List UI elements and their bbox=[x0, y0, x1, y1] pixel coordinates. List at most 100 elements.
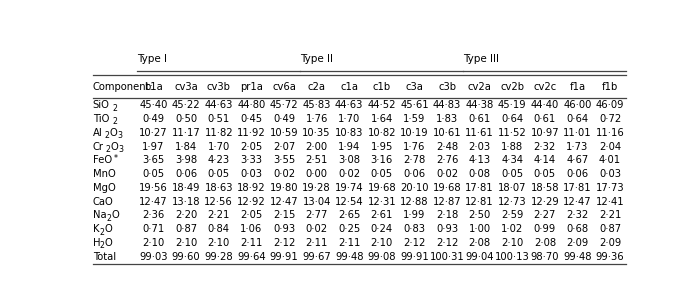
Text: 12·81: 12·81 bbox=[466, 197, 494, 207]
Text: 0·06: 0·06 bbox=[566, 169, 589, 179]
Text: cv3b: cv3b bbox=[207, 82, 231, 92]
Text: 2: 2 bbox=[105, 131, 110, 140]
Text: O: O bbox=[104, 238, 112, 248]
Text: Type III: Type III bbox=[463, 54, 499, 63]
Text: TiO: TiO bbox=[93, 114, 109, 124]
Text: *: * bbox=[113, 154, 117, 163]
Text: 1·88: 1·88 bbox=[501, 141, 524, 152]
Text: 4·01: 4·01 bbox=[599, 155, 621, 165]
Text: 44·80: 44·80 bbox=[237, 100, 266, 110]
Text: 100·31: 100·31 bbox=[430, 252, 464, 262]
Text: 18·58: 18·58 bbox=[531, 183, 559, 193]
Text: 11·82: 11·82 bbox=[204, 128, 233, 138]
Text: 3·98: 3·98 bbox=[175, 155, 197, 165]
Text: 2·10: 2·10 bbox=[501, 238, 524, 248]
Text: 44·63: 44·63 bbox=[205, 100, 233, 110]
Text: 1·64: 1·64 bbox=[370, 114, 393, 124]
Text: 20·10: 20·10 bbox=[400, 183, 428, 193]
Text: 2·27: 2·27 bbox=[533, 210, 556, 221]
Text: 2·03: 2·03 bbox=[468, 141, 491, 152]
Text: 2·12: 2·12 bbox=[273, 238, 295, 248]
Text: 19·80: 19·80 bbox=[270, 183, 298, 193]
Text: 0·50: 0·50 bbox=[175, 114, 197, 124]
Text: 19·68: 19·68 bbox=[368, 183, 396, 193]
Text: 1·94: 1·94 bbox=[338, 141, 360, 152]
Text: 1·95: 1·95 bbox=[370, 141, 393, 152]
Text: 12·31: 12·31 bbox=[368, 197, 396, 207]
Text: 0·87: 0·87 bbox=[599, 224, 621, 234]
Text: 2·10: 2·10 bbox=[175, 238, 197, 248]
Text: 0·61: 0·61 bbox=[534, 114, 556, 124]
Text: 99·91: 99·91 bbox=[400, 252, 428, 262]
Text: 12·29: 12·29 bbox=[531, 197, 559, 207]
Text: O: O bbox=[111, 210, 119, 221]
Text: 99·60: 99·60 bbox=[172, 252, 201, 262]
Text: 0·05: 0·05 bbox=[208, 169, 230, 179]
Text: 0·72: 0·72 bbox=[599, 114, 621, 124]
Text: 0·05: 0·05 bbox=[370, 169, 393, 179]
Text: 0·84: 0·84 bbox=[208, 224, 230, 234]
Text: 2·36: 2·36 bbox=[143, 210, 165, 221]
Text: b1a: b1a bbox=[144, 82, 163, 92]
Text: 1·76: 1·76 bbox=[403, 141, 426, 152]
Text: 13·18: 13·18 bbox=[172, 197, 201, 207]
Text: 12·56: 12·56 bbox=[204, 197, 233, 207]
Text: 12·87: 12·87 bbox=[433, 197, 461, 207]
Text: 13·04: 13·04 bbox=[303, 197, 331, 207]
Text: 12·47: 12·47 bbox=[563, 197, 592, 207]
Text: 3·08: 3·08 bbox=[338, 155, 360, 165]
Text: 2·21: 2·21 bbox=[599, 210, 621, 221]
Text: 2·21: 2·21 bbox=[208, 210, 230, 221]
Text: 17·81: 17·81 bbox=[466, 183, 494, 193]
Text: 10·61: 10·61 bbox=[433, 128, 461, 138]
Text: O: O bbox=[109, 128, 117, 138]
Text: 2·05: 2·05 bbox=[240, 141, 263, 152]
Text: O: O bbox=[110, 141, 118, 152]
Text: 44·52: 44·52 bbox=[368, 100, 396, 110]
Text: 2·59: 2·59 bbox=[501, 210, 524, 221]
Text: CaO: CaO bbox=[93, 197, 113, 207]
Text: 2·10: 2·10 bbox=[143, 238, 165, 248]
Text: 10·27: 10·27 bbox=[139, 128, 168, 138]
Text: 99·91: 99·91 bbox=[270, 252, 298, 262]
Text: SiO: SiO bbox=[93, 100, 110, 110]
Text: 46·09: 46·09 bbox=[596, 100, 624, 110]
Text: MnO: MnO bbox=[93, 169, 115, 179]
Text: 11·61: 11·61 bbox=[466, 128, 494, 138]
Text: Na: Na bbox=[93, 210, 106, 221]
Text: 2: 2 bbox=[106, 145, 111, 154]
Text: 2·77: 2·77 bbox=[305, 210, 328, 221]
Text: 1·97: 1·97 bbox=[143, 141, 165, 152]
Text: 1·00: 1·00 bbox=[468, 224, 491, 234]
Text: f1a: f1a bbox=[570, 82, 586, 92]
Text: FeO: FeO bbox=[93, 155, 112, 165]
Text: 2·11: 2·11 bbox=[338, 238, 361, 248]
Text: 1·73: 1·73 bbox=[566, 141, 589, 152]
Text: 18·63: 18·63 bbox=[205, 183, 233, 193]
Text: 11·16: 11·16 bbox=[596, 128, 624, 138]
Text: 0·87: 0·87 bbox=[175, 224, 197, 234]
Text: 0·25: 0·25 bbox=[338, 224, 360, 234]
Text: 0·51: 0·51 bbox=[208, 114, 230, 124]
Text: 12·88: 12·88 bbox=[400, 197, 428, 207]
Text: 2·51: 2·51 bbox=[305, 155, 328, 165]
Text: 19·68: 19·68 bbox=[433, 183, 461, 193]
Text: 2·78: 2·78 bbox=[403, 155, 426, 165]
Text: O: O bbox=[104, 224, 112, 234]
Text: 2·07: 2·07 bbox=[273, 141, 295, 152]
Text: 99·04: 99·04 bbox=[466, 252, 494, 262]
Text: 45·40: 45·40 bbox=[139, 100, 168, 110]
Text: 2·10: 2·10 bbox=[208, 238, 230, 248]
Text: 1·06: 1·06 bbox=[240, 224, 263, 234]
Text: 2·18: 2·18 bbox=[436, 210, 458, 221]
Text: 1·84: 1·84 bbox=[175, 141, 197, 152]
Text: 0·02: 0·02 bbox=[273, 169, 295, 179]
Text: cv2b: cv2b bbox=[500, 82, 524, 92]
Text: Component:: Component: bbox=[93, 82, 154, 92]
Text: 2·08: 2·08 bbox=[534, 238, 556, 248]
Text: 10·19: 10·19 bbox=[400, 128, 428, 138]
Text: 1·70: 1·70 bbox=[208, 141, 230, 152]
Text: 0·02: 0·02 bbox=[305, 224, 328, 234]
Text: 0·06: 0·06 bbox=[175, 169, 197, 179]
Text: 0·61: 0·61 bbox=[468, 114, 491, 124]
